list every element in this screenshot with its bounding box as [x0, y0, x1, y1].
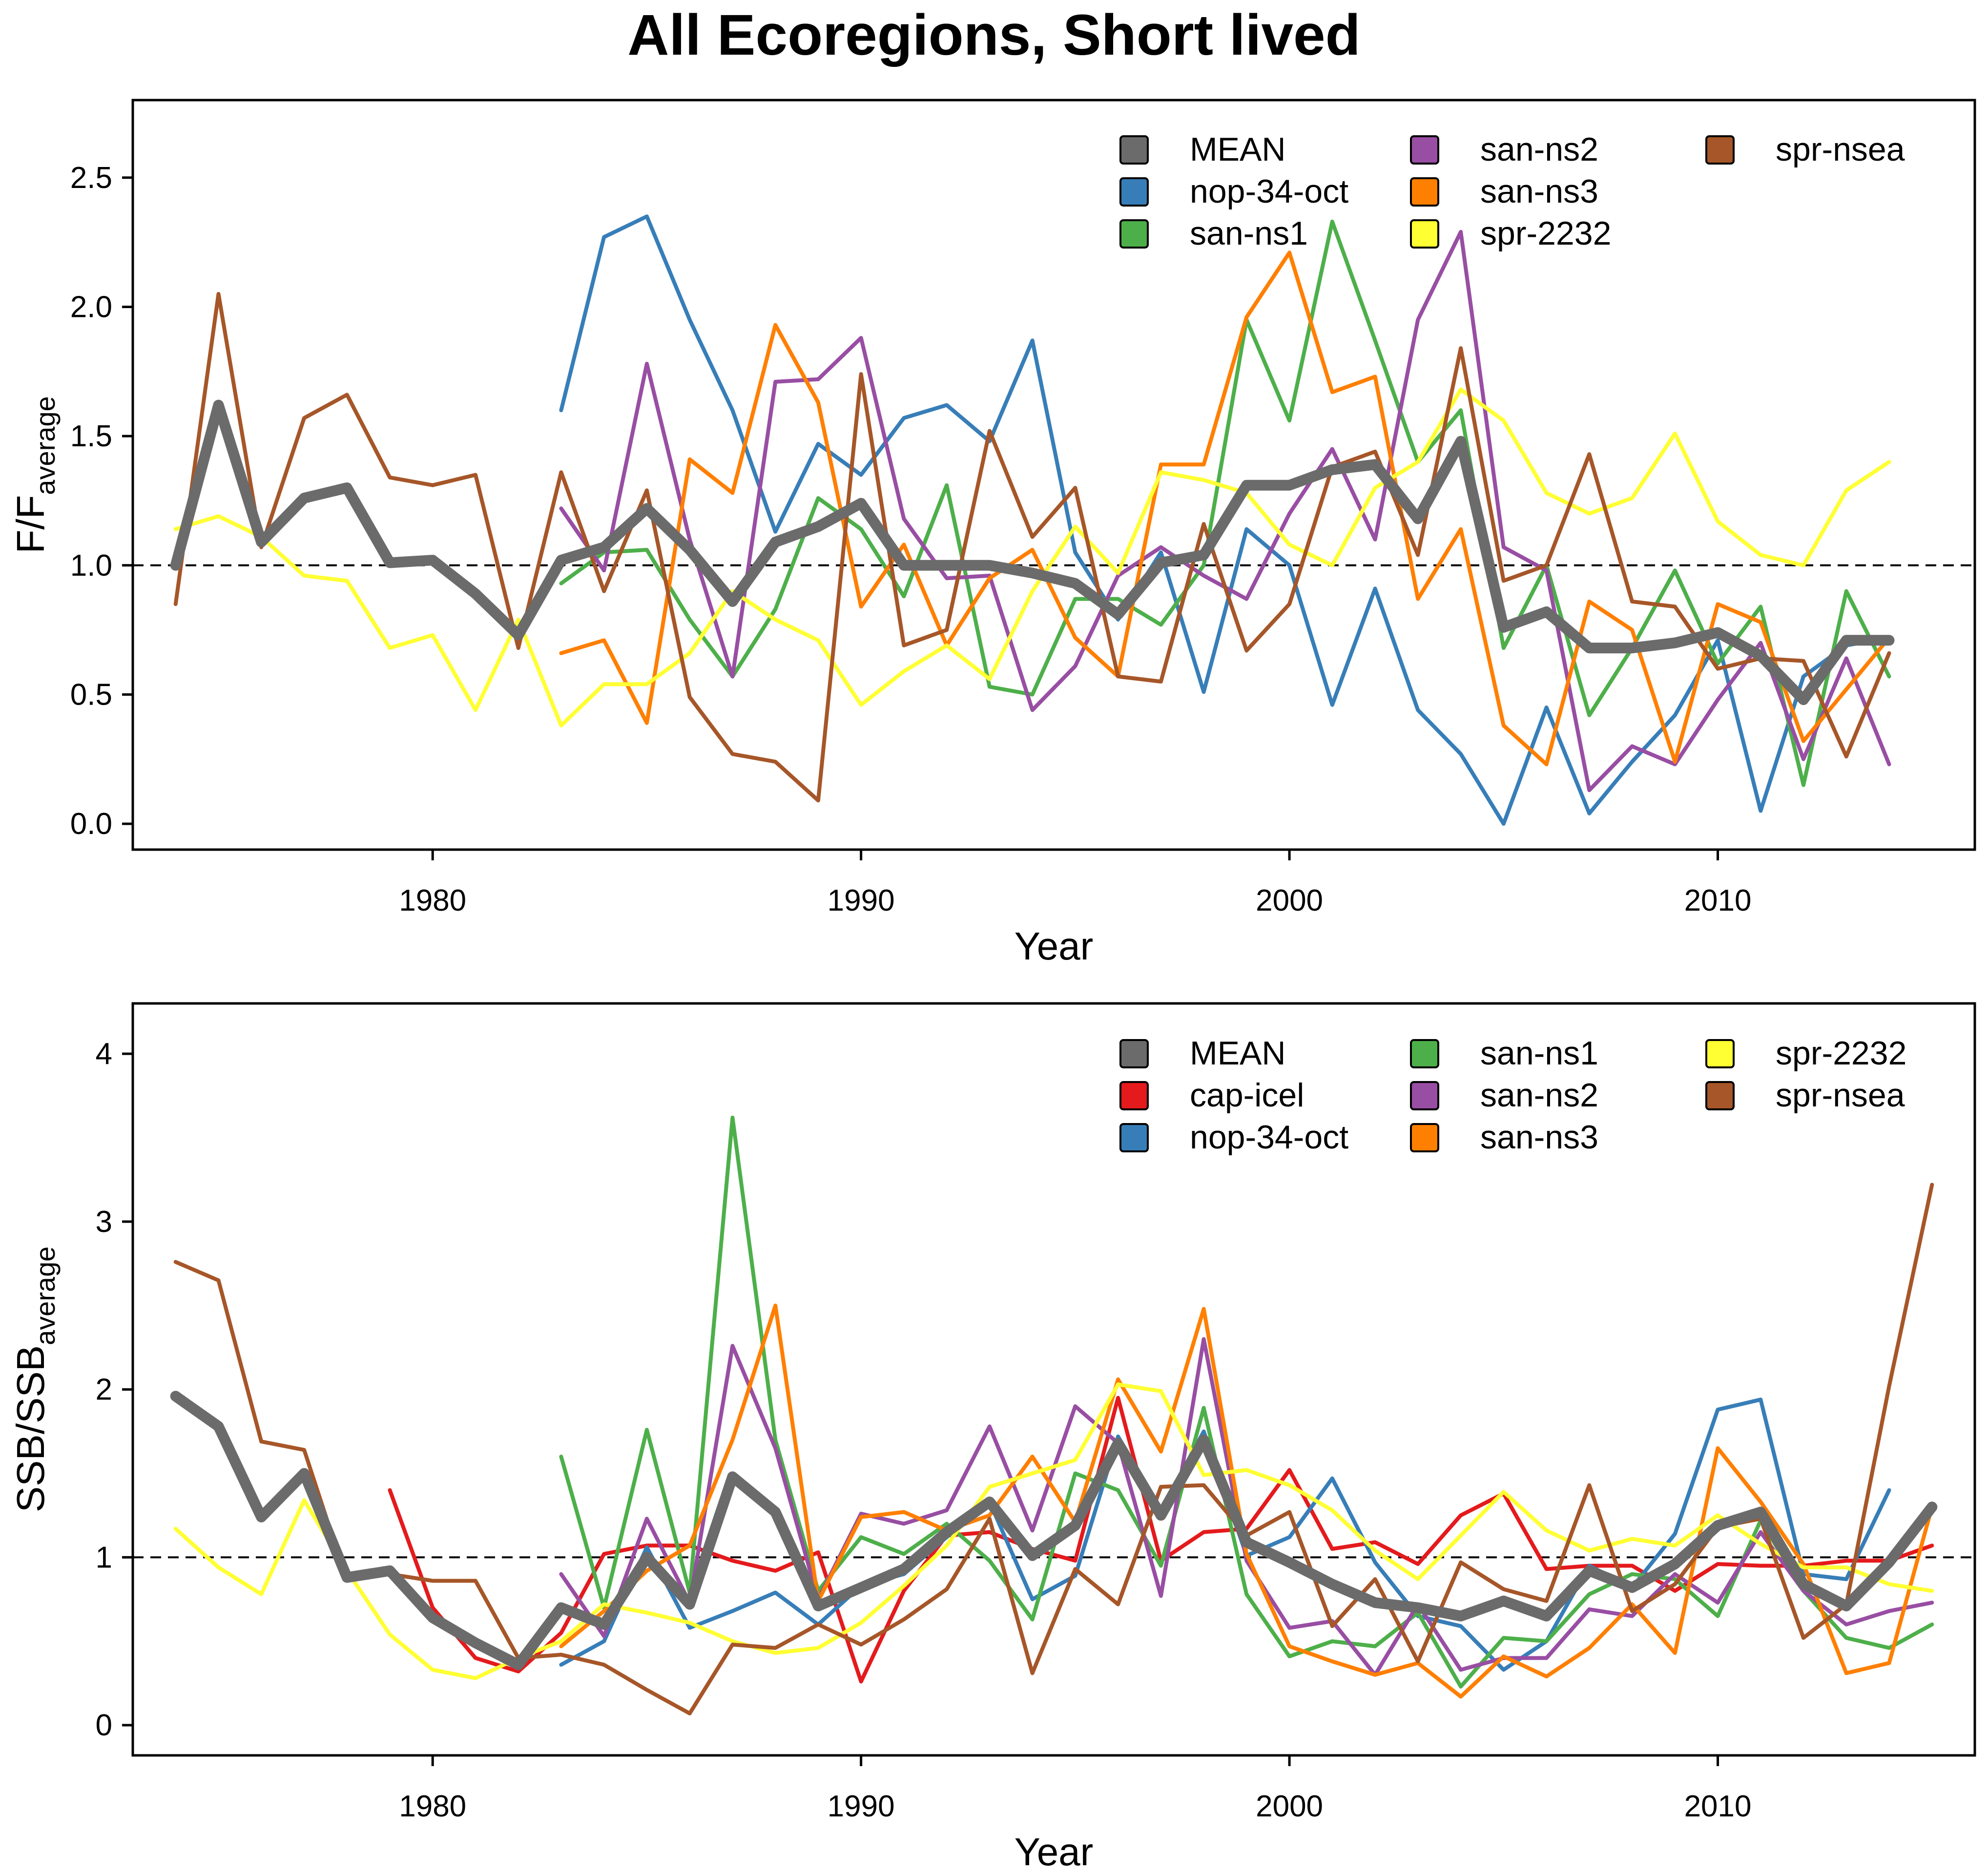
x-tick-label: 1990 [828, 884, 895, 917]
legend-item-nop-34-oct: nop-34-oct [1119, 1119, 1348, 1156]
y-axis-label-subscript: average [30, 1247, 61, 1345]
legend-item-san-ns3: san-ns3 [1410, 1119, 1598, 1156]
series-line-san-ns3 [559, 1303, 1934, 1699]
x-tick-label: 2000 [1256, 1790, 1323, 1823]
y-axis-label-main: SSB/SSB [9, 1345, 52, 1512]
legend-label: san-ns3 [1480, 173, 1598, 210]
series-line-san-ns1 [559, 219, 1891, 787]
legend-label: MEAN [1190, 131, 1285, 168]
legend-swatch [1410, 177, 1439, 207]
y-tick-label: 4 [96, 1037, 112, 1071]
legend-label: spr-2232 [1480, 215, 1611, 252]
y-tick-label: 0.0 [70, 807, 112, 841]
series-line-spr-nsea [173, 1183, 1934, 1716]
legend-label: spr-2232 [1776, 1035, 1906, 1072]
y-axis-label: SSB/SSBaverage [9, 1247, 61, 1513]
legend-swatch [1410, 1123, 1439, 1152]
legend-label: san-ns2 [1480, 131, 1598, 168]
x-tick-label: 2010 [1684, 884, 1752, 917]
x-tick-label: 1980 [399, 1790, 466, 1823]
legend-label: san-ns1 [1190, 215, 1308, 252]
series-line-nop-34-oct [559, 214, 1891, 826]
legend-swatch [1705, 1039, 1735, 1068]
y-tick-label: 1.0 [70, 549, 112, 583]
legend-swatch [1705, 1081, 1735, 1110]
legend-label: san-ns1 [1480, 1035, 1598, 1072]
f-ratio-panel: 1980 1990 2000 2010 0.0 0.5 1.0 1.5 2.0 2.5 Year F/… [9, 99, 1976, 968]
legend-label: nop-34-oct [1190, 173, 1348, 210]
legend-item-san-ns1: san-ns1 [1119, 215, 1308, 252]
legend-swatch [1410, 1081, 1439, 1110]
legend-swatch [1705, 135, 1735, 165]
legend-item-san-ns1: san-ns1 [1410, 1035, 1598, 1072]
legend-swatch [1410, 219, 1439, 249]
y-tick-label: 2 [96, 1373, 112, 1407]
legend-swatch [1119, 177, 1149, 207]
legend-swatch [1410, 135, 1439, 165]
series-lines [170, 1115, 1938, 1716]
y-tick-label: 3 [96, 1205, 112, 1239]
series-line-san-ns1 [559, 1115, 1934, 1689]
legend-item-mean: MEAN [1119, 131, 1285, 168]
legend-swatch [1119, 1081, 1149, 1110]
plot-frame [131, 99, 1976, 851]
y-axis-label-main: F/F [9, 495, 52, 554]
plot-frame [131, 1002, 1976, 1757]
legend-item-san-ns3: san-ns3 [1410, 173, 1598, 210]
legend-item-nop-34-oct: nop-34-oct [1119, 173, 1348, 210]
ssb-ratio-panel: 1980 1990 2000 2010 0 1 2 3 4 Year SSB/SSBaverage M… [9, 1002, 1976, 1874]
legend-label: san-ns3 [1480, 1119, 1598, 1156]
legend-swatch [1119, 1039, 1149, 1068]
x-axis-label: Year [1015, 924, 1094, 968]
legend-label: MEAN [1190, 1035, 1285, 1072]
y-axis-label-subscript: average [30, 396, 61, 495]
y-tick-label: 2.5 [70, 161, 112, 195]
legend-swatch [1119, 219, 1149, 249]
legend-item-spr-2232: spr-2232 [1705, 1035, 1906, 1072]
y-tick-label: 0.5 [70, 678, 112, 711]
x-axis-label: Year [1015, 1830, 1094, 1874]
y-tick-label: 0 [96, 1708, 112, 1742]
series-line-mean [170, 1391, 1938, 1670]
legend-item-san-ns2: san-ns2 [1410, 1077, 1598, 1114]
legend-item-spr-nsea: spr-nsea [1705, 131, 1905, 168]
x-tick-label: 1990 [828, 1790, 895, 1823]
series-line-mean [170, 399, 1895, 705]
legend-item-cap-icel: cap-icel [1119, 1077, 1304, 1114]
series-lines [170, 214, 1895, 826]
legend-item-san-ns2: san-ns2 [1410, 131, 1598, 168]
y-tick-label: 1 [96, 1541, 112, 1574]
x-tick-label: 2000 [1256, 884, 1323, 917]
y-tick-label: 1.5 [70, 419, 112, 453]
figure-title: All Ecoregions, Short lived [627, 3, 1361, 67]
legend: MEAN cap-icel nop-34-oct san-ns1 san-ns2 san-… [1119, 1035, 1906, 1156]
y-tick-label: 2.0 [70, 290, 112, 324]
legend-item-mean: MEAN [1119, 1035, 1285, 1072]
legend-swatch [1410, 1039, 1439, 1068]
legend-label: spr-nsea [1776, 131, 1905, 168]
series-line-san-ns2 [559, 1337, 1934, 1677]
legend-label: san-ns2 [1480, 1077, 1598, 1114]
legend-label: cap-icel [1190, 1077, 1304, 1114]
series-line-spr-2232 [173, 1382, 1934, 1680]
legend-swatch [1119, 135, 1149, 165]
x-tick-label: 1980 [399, 884, 466, 917]
legend: MEAN nop-34-oct san-ns1 san-ns2 san-ns3 spr-2… [1119, 131, 1905, 252]
legend-label: nop-34-oct [1190, 1119, 1348, 1156]
legend-label: spr-nsea [1776, 1077, 1905, 1114]
legend-item-spr-2232: spr-2232 [1410, 215, 1611, 252]
series-line-san-ns3 [559, 250, 1891, 767]
y-axis-label: F/Faverage [9, 396, 61, 553]
x-tick-label: 2010 [1684, 1790, 1752, 1823]
legend-item-spr-nsea: spr-nsea [1705, 1077, 1905, 1114]
legend-swatch [1119, 1123, 1149, 1152]
series-line-spr-nsea [173, 292, 1891, 803]
